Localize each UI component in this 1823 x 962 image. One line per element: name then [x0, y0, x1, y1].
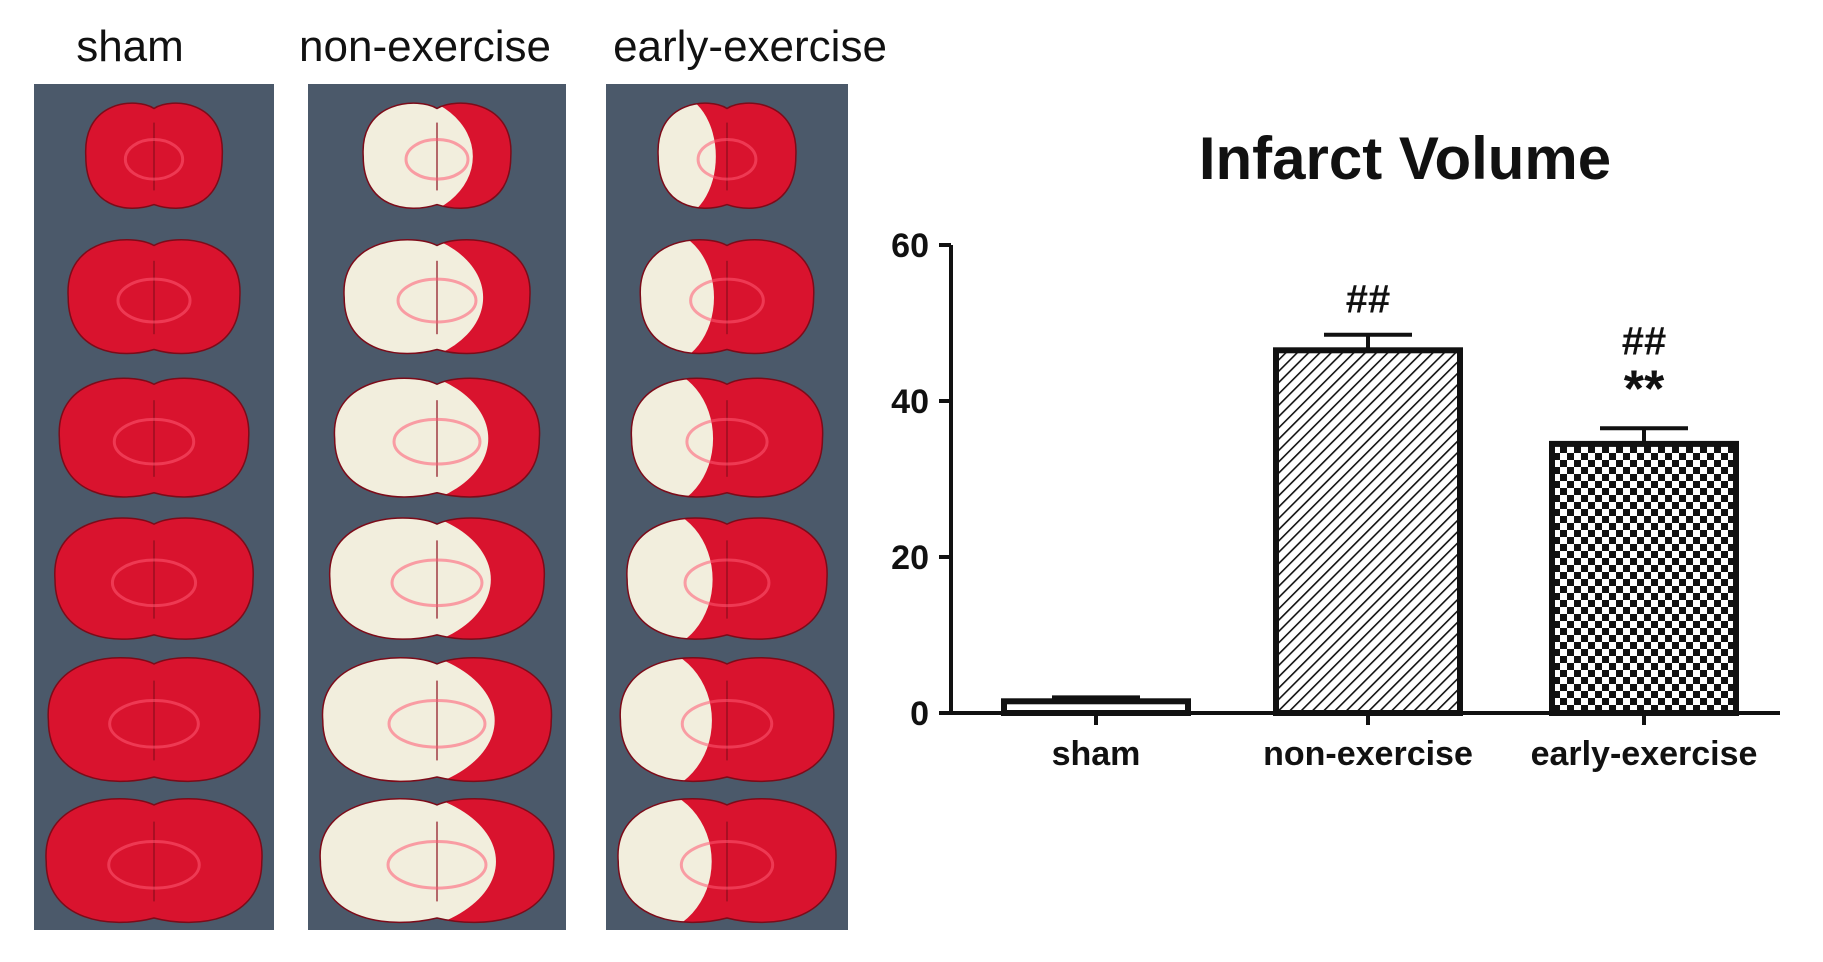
- bar-sham: [1001, 698, 1191, 716]
- slice-inner-structure: [116, 277, 192, 324]
- photo-label-non-exercise: non-exercise: [299, 22, 551, 71]
- x-tick-label: sham: [1052, 735, 1141, 773]
- significance-label: ##: [1622, 319, 1667, 363]
- brain-slice: [626, 517, 828, 640]
- bar-early-exercise: [1549, 440, 1739, 716]
- infarct-region: [343, 239, 484, 354]
- slice-inner-structure: [112, 417, 196, 466]
- slice-outline: [319, 797, 555, 924]
- infarct-region: [617, 798, 712, 923]
- slice-outline: [321, 656, 553, 783]
- slice-inner-structure: [396, 277, 478, 324]
- brain-slice: [362, 102, 512, 209]
- slice-outline: [630, 377, 824, 498]
- significance-label: **: [1624, 360, 1665, 418]
- y-tick-label: 40: [891, 383, 929, 421]
- photo-glare: [606, 84, 848, 930]
- brain-slice: [85, 102, 223, 209]
- infarct-region: [322, 657, 495, 782]
- slice-inner-structure: [689, 277, 765, 324]
- brain-slices-photo-sham: [34, 84, 274, 930]
- slice-outline: [362, 102, 512, 209]
- slice-inner-structure: [390, 558, 484, 608]
- infarct-region: [631, 378, 714, 497]
- brain-slice: [329, 517, 545, 640]
- infarct-region: [320, 798, 496, 923]
- infarct-region: [363, 103, 473, 209]
- photo-glare: [34, 84, 274, 930]
- slice-outline: [639, 239, 815, 355]
- slice-inner-structure: [110, 558, 198, 608]
- slice-outline: [45, 797, 263, 924]
- brain-slices-photo-early-exercise: [606, 84, 848, 930]
- infarct-region: [334, 378, 489, 497]
- infarct-region: [640, 239, 714, 354]
- chart-title: Infarct Volume: [1199, 125, 1611, 192]
- brain-slice: [54, 517, 254, 640]
- slice-outline: [343, 239, 531, 355]
- infarct-region: [626, 517, 713, 640]
- brain-slice: [657, 102, 797, 209]
- slice-inner-structure: [404, 138, 470, 181]
- significance-label: ##: [1346, 278, 1391, 322]
- slice-inner-structure: [108, 699, 200, 749]
- brain-slice: [617, 797, 837, 924]
- brain-slice: [58, 377, 250, 498]
- photo-label-sham: sham: [76, 22, 184, 71]
- brain-slice: [47, 656, 261, 783]
- slice-inner-structure: [392, 417, 482, 466]
- slice-inner-structure: [680, 699, 774, 749]
- slice-outline: [58, 377, 250, 498]
- x-tick-label: early-exercise: [1531, 735, 1758, 773]
- slice-outline: [47, 656, 261, 783]
- slice-outline: [54, 517, 254, 640]
- slice-inner-structure: [107, 840, 201, 890]
- brain-slice: [67, 239, 241, 355]
- slice-inner-structure: [387, 699, 487, 749]
- brain-slices-photo-non-exercise: [308, 84, 566, 930]
- y-tick-label: 60: [891, 227, 929, 265]
- y-tick-label: 0: [910, 695, 929, 733]
- infarct-volume-chart: Infarct Volume 0 20 40 60 sham non-exercise ea…: [891, 125, 1780, 773]
- slice-outline: [85, 102, 223, 209]
- brain-slice: [630, 377, 824, 498]
- slice-inner-structure: [386, 840, 488, 890]
- brain-slice: [321, 656, 553, 783]
- infarct-region: [658, 103, 716, 209]
- brain-slice: [333, 377, 541, 498]
- slice-outline: [619, 656, 835, 783]
- slice-outline: [657, 102, 797, 209]
- photo-label-early-exercise: early-exercise: [613, 22, 887, 71]
- slice-outline: [617, 797, 837, 924]
- slice-outline: [333, 377, 541, 498]
- slice-outline: [67, 239, 241, 355]
- brain-slice: [319, 797, 555, 924]
- infarct-region: [329, 517, 491, 640]
- photo-background: [308, 84, 566, 930]
- brain-slice: [343, 239, 531, 355]
- photo-background: [34, 84, 274, 930]
- photo-glare: [308, 84, 566, 930]
- slice-inner-structure: [679, 840, 775, 890]
- slice-inner-structure: [683, 558, 771, 608]
- slice-inner-structure: [696, 138, 758, 181]
- slice-outline: [329, 517, 545, 640]
- y-tick-label: 20: [891, 539, 929, 577]
- infarct-region: [620, 657, 712, 782]
- bar-non-exercise: [1273, 347, 1463, 717]
- photo-background: [606, 84, 848, 930]
- brain-slice: [639, 239, 815, 355]
- slice-inner-structure: [685, 417, 769, 466]
- x-tick-label: non-exercise: [1263, 735, 1473, 773]
- brain-slice: [45, 797, 263, 924]
- slice-inner-structure: [123, 138, 185, 181]
- slice-outline: [626, 517, 828, 640]
- brain-slice: [619, 656, 835, 783]
